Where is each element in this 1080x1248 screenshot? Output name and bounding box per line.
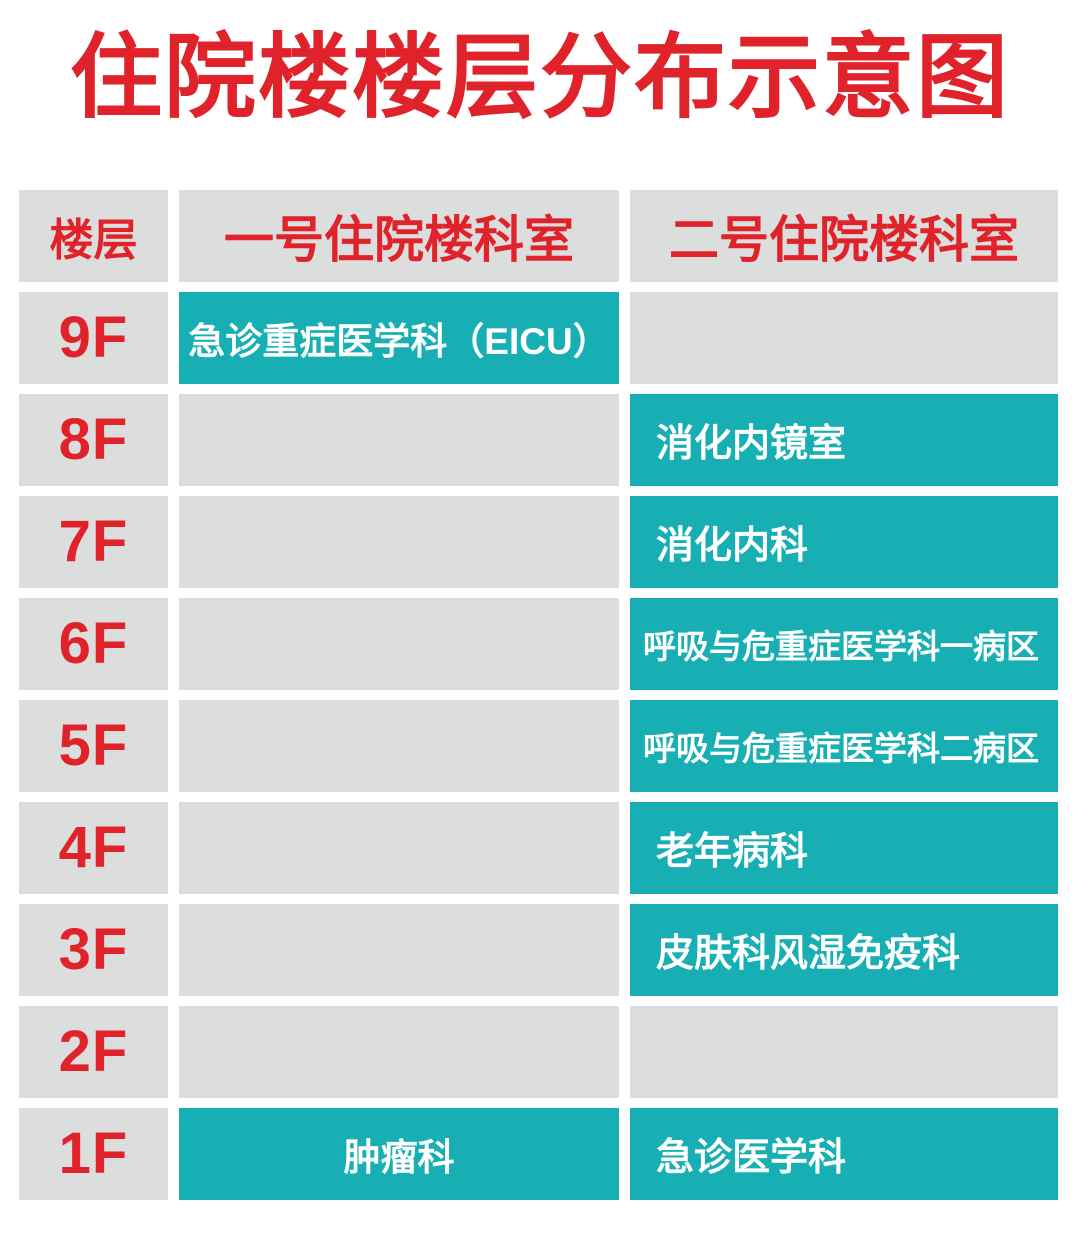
building1-cell-7f bbox=[179, 495, 619, 588]
floor-label-2f: 2F bbox=[19, 1005, 168, 1098]
header-building1: 一号住院楼科室 bbox=[179, 189, 619, 282]
building2-cell-6f: 呼吸与危重症医学科一病区 bbox=[630, 597, 1058, 690]
building1-cell-3f bbox=[179, 903, 619, 996]
building1-cell-6f bbox=[179, 597, 619, 690]
floor-label-8f: 8F bbox=[19, 393, 168, 486]
building2-cell-3f: 皮肤科风湿免疫科 bbox=[630, 903, 1058, 996]
floor-label-4f: 4F bbox=[19, 801, 168, 894]
page-title: 住院楼楼层分布示意图 bbox=[69, 27, 1010, 129]
building2-cell-5f: 呼吸与危重症医学科二病区 bbox=[630, 699, 1058, 792]
floor-table: 楼层 一号住院楼科室 二号住院楼科室 9F 急诊重症医学科（EICU） 8F 消… bbox=[19, 189, 1058, 1200]
building1-cell-8f bbox=[179, 393, 619, 486]
building2-cell-8f: 消化内镜室 bbox=[630, 393, 1058, 486]
building2-cell-7f: 消化内科 bbox=[630, 495, 1058, 588]
building1-cell-5f bbox=[179, 699, 619, 792]
building2-cell-1f: 急诊医学科 bbox=[630, 1107, 1058, 1200]
floor-label-3f: 3F bbox=[19, 903, 168, 996]
building1-cell-9f: 急诊重症医学科（EICU） bbox=[179, 291, 619, 384]
building2-cell-4f: 老年病科 bbox=[630, 801, 1058, 894]
header-floor: 楼层 bbox=[19, 189, 168, 282]
building2-cell-2f bbox=[630, 1005, 1058, 1098]
floor-label-5f: 5F bbox=[19, 699, 168, 792]
floor-label-9f: 9F bbox=[19, 291, 168, 384]
floor-label-6f: 6F bbox=[19, 597, 168, 690]
building1-cell-2f bbox=[179, 1005, 619, 1098]
floor-label-1f: 1F bbox=[19, 1107, 168, 1200]
building1-cell-1f: 肿瘤科 bbox=[179, 1107, 619, 1200]
header-building2: 二号住院楼科室 bbox=[630, 189, 1058, 282]
building2-cell-9f bbox=[630, 291, 1058, 384]
building1-cell-4f bbox=[179, 801, 619, 894]
floor-label-7f: 7F bbox=[19, 495, 168, 588]
